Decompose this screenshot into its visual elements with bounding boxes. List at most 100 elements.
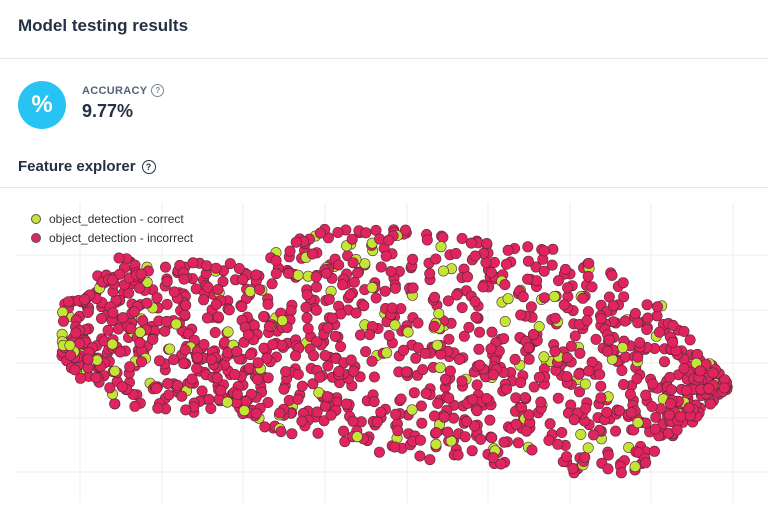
point-incorrect bbox=[650, 411, 662, 423]
point-incorrect bbox=[113, 323, 125, 335]
point-incorrect bbox=[62, 296, 74, 308]
point-incorrect bbox=[595, 313, 607, 325]
point-incorrect bbox=[501, 383, 513, 395]
point-incorrect bbox=[463, 321, 475, 333]
point-incorrect bbox=[500, 258, 512, 270]
point-incorrect bbox=[368, 371, 380, 383]
point-incorrect bbox=[459, 431, 471, 443]
point-incorrect bbox=[125, 323, 137, 335]
point-incorrect bbox=[442, 295, 454, 307]
point-incorrect bbox=[69, 364, 81, 376]
point-incorrect bbox=[133, 282, 145, 294]
point-incorrect bbox=[646, 401, 658, 413]
point-incorrect bbox=[498, 436, 510, 448]
point-incorrect bbox=[407, 253, 419, 265]
point-incorrect bbox=[461, 415, 473, 427]
point-incorrect bbox=[466, 445, 478, 457]
point-incorrect bbox=[410, 352, 422, 364]
legend-label-correct: object_detection - correct bbox=[49, 211, 184, 226]
point-correct bbox=[435, 241, 447, 253]
point-incorrect bbox=[428, 320, 440, 332]
point-incorrect bbox=[634, 337, 646, 349]
point-incorrect bbox=[114, 268, 126, 280]
point-incorrect bbox=[629, 308, 641, 320]
point-incorrect bbox=[75, 372, 87, 384]
accuracy-help-icon[interactable]: ? bbox=[151, 84, 165, 97]
point-incorrect bbox=[129, 400, 141, 412]
point-incorrect bbox=[651, 301, 663, 313]
point-incorrect bbox=[703, 383, 715, 395]
point-incorrect bbox=[82, 307, 94, 319]
point-incorrect bbox=[70, 327, 82, 339]
point-incorrect bbox=[456, 232, 468, 244]
point-incorrect bbox=[487, 369, 499, 381]
point-incorrect bbox=[573, 386, 585, 398]
point-incorrect bbox=[135, 268, 147, 280]
point-incorrect bbox=[319, 350, 331, 362]
point-incorrect bbox=[582, 270, 594, 282]
point-incorrect bbox=[495, 458, 507, 470]
point-incorrect bbox=[587, 429, 599, 441]
point-incorrect bbox=[461, 271, 473, 283]
point-incorrect bbox=[201, 260, 213, 272]
point-incorrect bbox=[337, 425, 349, 437]
point-incorrect bbox=[233, 263, 245, 275]
point-incorrect bbox=[171, 379, 183, 391]
point-incorrect bbox=[116, 381, 128, 393]
point-incorrect bbox=[347, 257, 359, 269]
point-incorrect bbox=[398, 344, 410, 356]
point-correct bbox=[538, 351, 550, 363]
point-incorrect bbox=[187, 257, 199, 269]
point-incorrect bbox=[258, 311, 270, 323]
point-incorrect bbox=[419, 347, 431, 359]
feature-explorer-scatter-chart[interactable] bbox=[0, 188, 768, 523]
point-incorrect bbox=[113, 252, 125, 264]
accuracy-label-row: ACCURACY ? bbox=[82, 84, 165, 97]
point-incorrect bbox=[192, 352, 204, 364]
point-incorrect bbox=[107, 307, 119, 319]
point-incorrect bbox=[437, 231, 449, 243]
point-incorrect bbox=[211, 372, 223, 384]
point-incorrect bbox=[231, 388, 243, 400]
point-incorrect bbox=[613, 405, 625, 417]
point-incorrect bbox=[664, 371, 676, 383]
feature-explorer-help-icon[interactable]: ? bbox=[141, 159, 156, 174]
point-incorrect bbox=[210, 262, 222, 274]
point-incorrect bbox=[326, 312, 338, 324]
point-incorrect bbox=[178, 273, 190, 285]
point-incorrect bbox=[160, 261, 172, 273]
point-incorrect bbox=[350, 307, 362, 319]
point-incorrect bbox=[345, 354, 357, 366]
point-incorrect bbox=[168, 354, 180, 366]
point-correct bbox=[430, 438, 442, 450]
point-incorrect bbox=[333, 259, 345, 271]
legend-item-incorrect[interactable]: object_detection - incorrect bbox=[31, 228, 193, 247]
point-incorrect bbox=[424, 454, 436, 466]
point-incorrect bbox=[147, 333, 159, 345]
point-incorrect bbox=[161, 276, 173, 288]
point-incorrect bbox=[663, 409, 675, 421]
point-incorrect bbox=[528, 381, 540, 393]
point-incorrect bbox=[408, 387, 420, 399]
point-incorrect bbox=[416, 417, 428, 429]
point-incorrect bbox=[196, 385, 208, 397]
point-incorrect bbox=[632, 351, 644, 363]
point-incorrect bbox=[544, 418, 556, 430]
point-incorrect bbox=[322, 322, 334, 334]
point-incorrect bbox=[444, 365, 456, 377]
point-incorrect bbox=[552, 438, 564, 450]
point-incorrect bbox=[161, 315, 173, 327]
point-incorrect bbox=[583, 257, 595, 269]
point-incorrect bbox=[531, 275, 543, 287]
point-correct bbox=[222, 326, 234, 338]
point-correct bbox=[244, 285, 256, 297]
point-incorrect bbox=[128, 306, 140, 318]
point-incorrect bbox=[569, 330, 581, 342]
point-incorrect bbox=[469, 296, 481, 308]
legend-item-correct[interactable]: object_detection - correct bbox=[31, 209, 193, 228]
point-incorrect bbox=[574, 347, 586, 359]
point-incorrect bbox=[601, 406, 613, 418]
point-incorrect bbox=[212, 284, 224, 296]
point-incorrect bbox=[456, 302, 468, 314]
point-incorrect bbox=[374, 233, 386, 245]
